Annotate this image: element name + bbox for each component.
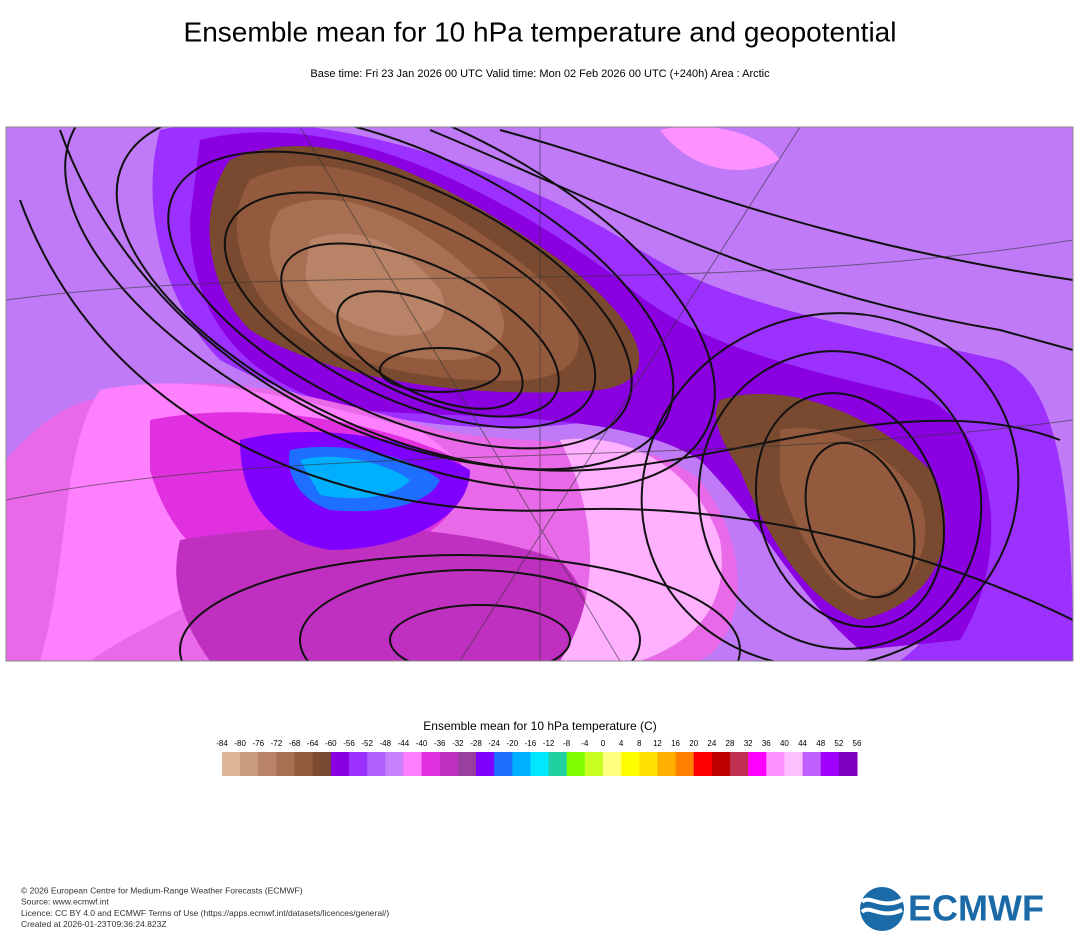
color-swatch (711, 752, 731, 776)
color-swatch (494, 752, 513, 776)
color-swatch (838, 752, 858, 776)
colorbar-tick-label: -60 (325, 739, 337, 748)
color-swatch (312, 752, 332, 776)
color-swatch (784, 752, 804, 776)
colorbar-tick-label: -24 (488, 739, 500, 748)
color-swatch (730, 752, 749, 776)
colorbar-tick-label: -20 (507, 739, 519, 748)
color-swatch (421, 752, 441, 776)
colorbar-tick-label: 28 (726, 739, 735, 748)
color-swatch (802, 752, 822, 776)
colorbar-tick-label: 56 (853, 739, 862, 748)
color-swatch (748, 752, 767, 776)
footer: © 2026 European Centre for Medium-Range … (21, 885, 389, 929)
color-swatch (294, 752, 314, 776)
color-swatch (548, 752, 568, 776)
color-swatch (276, 752, 296, 776)
color-swatch (403, 752, 423, 776)
subtitle: Base time: Fri 23 Jan 2026 00 UTC Valid … (310, 68, 770, 80)
colorbar-tick-label: 20 (689, 739, 698, 748)
color-swatch (476, 752, 495, 776)
colorbar-tick-label: -4 (581, 739, 589, 748)
logo: ECMWF (860, 887, 1044, 931)
color-swatch (530, 752, 550, 776)
colorbar-tick-label: 36 (762, 739, 771, 748)
colorbar-tick-label: -76 (253, 739, 265, 748)
logo-text: ECMWF (908, 888, 1044, 929)
colorbar-tick-label: 32 (744, 739, 753, 748)
color-swatch (385, 752, 404, 776)
colorbar-tick-label: -32 (452, 739, 464, 748)
colorbar-tick-label: -40 (416, 739, 428, 748)
colorbar-tick-label: -68 (289, 739, 301, 748)
colorbar-tick-label: 12 (653, 739, 662, 748)
map (6, 127, 1073, 661)
color-swatch (258, 752, 277, 776)
color-swatch (367, 752, 386, 776)
colorbar-tick-label: 24 (707, 739, 716, 748)
colorbar-tick-label: 8 (637, 739, 642, 748)
colorbar-tick-label: -56 (343, 739, 355, 748)
color-swatch (566, 752, 586, 776)
footer-line: Licence: CC BY 4.0 and ECMWF Terms of Us… (21, 908, 389, 918)
colorbar-tick-label: -48 (380, 739, 392, 748)
colorbar-tick-label: -36 (434, 739, 446, 748)
colorbar-tick-label: -12 (543, 739, 555, 748)
color-swatch (349, 752, 368, 776)
color-swatch (240, 752, 259, 776)
color-swatch (222, 752, 241, 776)
colorbar-tick-label: -16 (525, 739, 537, 748)
map-frame (5, 126, 1074, 662)
title: Ensemble mean for 10 hPa temperature and… (184, 16, 897, 47)
colorbar-tick-label: -44 (398, 739, 410, 748)
color-swatch (820, 752, 840, 776)
colorbar-tick-label: 52 (834, 739, 843, 748)
colorbar-tick-label: 48 (816, 739, 825, 748)
color-swatch (639, 752, 658, 776)
color-swatch (621, 752, 640, 776)
color-swatch (603, 752, 622, 776)
colorbar-tick-label: -84 (216, 739, 228, 748)
footer-line: Source: www.ecmwf.int (21, 897, 109, 907)
color-swatch (766, 752, 785, 776)
colorbar-tick-label: -72 (271, 739, 283, 748)
colorbar-tick-label: 40 (780, 739, 789, 748)
colorbar-tick-label: -80 (234, 739, 246, 748)
colorbar: -84 -80 -76 -72 -68 -64 -60 -56 -52 -48 -44 -40 -36-… (216, 739, 862, 776)
colorbar-tick-label: 44 (798, 739, 807, 748)
color-swatch (512, 752, 531, 776)
color-swatch (457, 752, 477, 776)
colorbar-tick-label: -8 (563, 739, 571, 748)
colorbar-tick-label: 16 (671, 739, 680, 748)
footer-line: Created at 2026-01-23T09:36:24.823Z (21, 919, 167, 929)
colorbar-tick-label: -52 (361, 739, 373, 748)
colorbar-title: Ensemble mean for 10 hPa temperature (C) (423, 719, 656, 733)
color-swatch (657, 752, 677, 776)
color-swatch (693, 752, 713, 776)
color-swatch (439, 752, 459, 776)
color-swatch (675, 752, 695, 776)
colorbar-tick-label: -64 (307, 739, 319, 748)
colorbar-tick-label: 0 (601, 739, 606, 748)
color-swatch (330, 752, 350, 776)
colorbar-tick-label: 4 (619, 739, 624, 748)
colorbar-tick-label: -28 (470, 739, 482, 748)
footer-line: © 2026 European Centre for Medium-Range … (21, 885, 303, 895)
color-swatch (584, 752, 604, 776)
